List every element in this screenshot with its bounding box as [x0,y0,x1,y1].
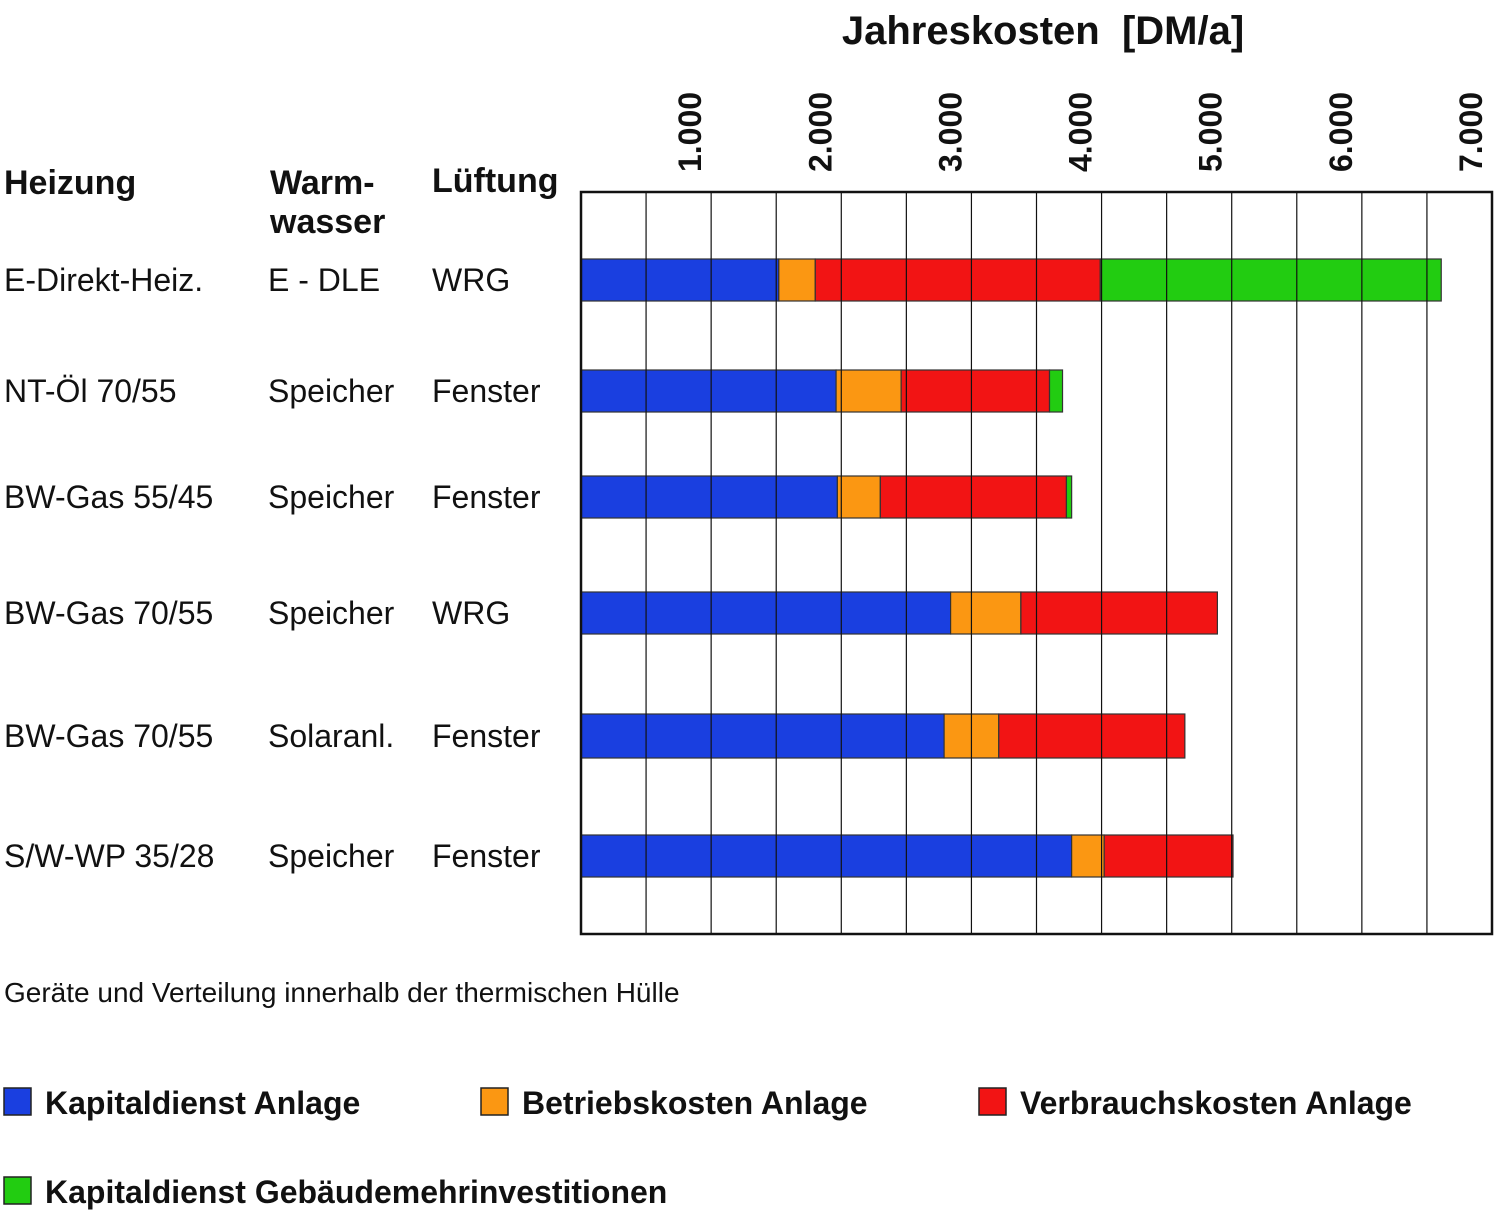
row-label-lueftung: WRG [432,262,510,298]
bar-segment [580,369,837,413]
row-label-lueftung: Fenster [432,838,541,874]
bar-segment [998,713,1186,759]
row-label-heizung: BW-Gas 70/55 [4,595,213,631]
legend-swatch [978,1087,1007,1116]
footnote: Geräte und Verteilung innerhalb der ther… [4,977,680,1008]
bars [580,258,1442,878]
header-warmwasser-line1: Warm- [270,164,375,202]
row-label-warmwasser: Speicher [268,479,395,515]
header-lueftung: Lüftung [432,162,559,200]
legend-label: Kapitaldienst Anlage [45,1085,360,1121]
row-label-heizung: BW-Gas 70/55 [4,718,213,754]
x-tick-label: 1.000 [672,92,708,172]
legend-label: Betriebskosten Anlage [522,1085,868,1121]
bar-segment [950,591,1022,635]
x-tick-label: 3.000 [932,92,968,172]
x-tick-label: 7.000 [1453,92,1489,172]
bar-segment [900,369,1051,413]
legend-label: Verbrauchskosten Anlage [1020,1085,1412,1121]
bar-segment [778,258,816,302]
chart-title: Jahreskosten [DM/a] [842,9,1244,53]
bar-segment [879,475,1068,519]
legend-swatch [3,1087,32,1116]
row-labels: E-Direkt-Heiz. E - DLE WRG NT-Öl 70/55 Speic… [4,262,541,874]
header-warmwasser-line2: wasser [269,203,385,241]
bar-segment [1048,369,1064,413]
x-axis-ticks: 1.000 2.000 3.000 4.000 5.000 6.000 7.000 [672,92,1489,172]
bar-segment [580,834,1073,878]
x-tick-label: 6.000 [1323,92,1359,172]
row-label-heizung: S/W-WP 35/28 [4,838,214,874]
gridlines [645,192,1428,934]
legend-swatch [3,1176,32,1205]
bar-segment [580,713,945,759]
bar-segment [580,591,952,635]
row-label-warmwasser: Speicher [268,838,395,874]
legend-swatch [480,1087,509,1116]
bar-segment [814,258,1101,302]
row-label-lueftung: WRG [432,595,510,631]
bar-segment [580,258,780,302]
bar-segment [1065,475,1073,519]
bar-segment [1103,834,1234,878]
bar-segment [580,475,838,519]
row-label-lueftung: Fenster [432,479,541,515]
header-heizung: Heizung [4,164,136,202]
legend-label: Kapitaldienst Gebäudemehrinvestitionen [45,1174,667,1210]
x-tick-label: 4.000 [1063,92,1099,172]
row-label-warmwasser: E - DLE [268,262,380,298]
row-label-lueftung: Fenster [432,373,541,409]
row-label-warmwasser: Solaranl. [268,718,394,754]
bar-segment [1020,591,1218,635]
plot-frame [579,190,1494,936]
row-label-heizung: NT-Öl 70/55 [4,373,177,409]
row-label-heizung: E-Direkt-Heiz. [4,262,203,298]
bar-segment [1099,258,1442,302]
row-label-heizung: BW-Gas 55/45 [4,479,213,515]
row-label-warmwasser: Speicher [268,373,395,409]
bar-segment [836,475,881,519]
x-tick-label: 5.000 [1193,92,1229,172]
bar-segment [1071,834,1105,878]
bar-segment [835,369,902,413]
x-tick-label: 2.000 [802,92,838,172]
legend: Kapitaldienst Anlage Betriebskosten Anlag… [3,1085,1412,1210]
row-label-warmwasser: Speicher [268,595,395,631]
row-label-lueftung: Fenster [432,718,541,754]
